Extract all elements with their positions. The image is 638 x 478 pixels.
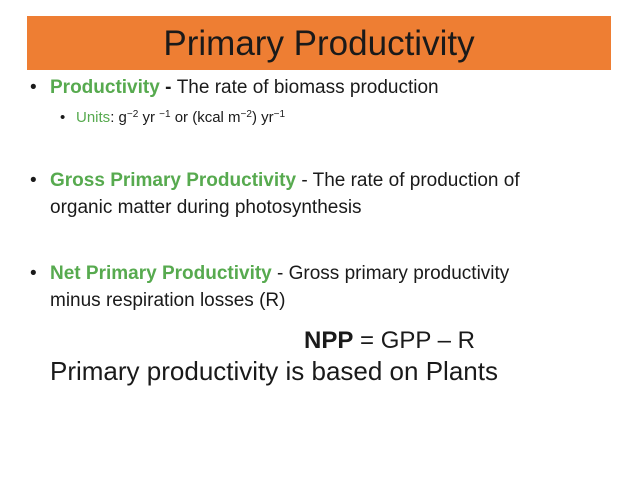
- units-yr2-exp: −1: [273, 109, 286, 120]
- units-g: g: [118, 109, 127, 126]
- bullet-dot-units: •: [60, 109, 66, 126]
- conclusion-text: Primary productivity is based on Plants: [50, 356, 498, 386]
- units-yr: yr: [138, 109, 160, 126]
- definition-productivity: The rate of biomass production: [176, 77, 439, 98]
- equation-rhs: = GPP – R: [353, 327, 475, 354]
- definition-npp-line2: minus respiration losses (R): [50, 290, 286, 311]
- term-productivity: Productivity: [50, 77, 160, 98]
- units-colon: :: [110, 109, 119, 126]
- units-close-yr: ) yr: [251, 109, 274, 126]
- units-label: Units: [76, 109, 111, 126]
- term-npp: Net Primary Productivity: [50, 263, 272, 284]
- bullet-units: Units: g−2 yr −1 or (kcal m−2) yr−1: [76, 109, 285, 126]
- units-g-exp: −2: [126, 109, 139, 120]
- bullet-npp-line1: Net Primary Productivity - Gross primary…: [50, 263, 509, 285]
- units-yr-exp: −1: [159, 109, 171, 120]
- term-gpp: Gross Primary Productivity: [50, 170, 297, 191]
- equation-lhs: NPP: [304, 327, 354, 354]
- title-bar: [27, 16, 611, 70]
- slide-title: Primary Productivity: [163, 24, 475, 63]
- units-or-kcal: or (kcal m: [170, 109, 241, 126]
- bullet-productivity: Productivity - The rate of biomass produ…: [50, 77, 439, 99]
- bullet-dot-productivity: •: [30, 77, 37, 98]
- npp-equation: NPP = GPP – R: [304, 327, 475, 355]
- separator: -: [159, 77, 177, 98]
- definition-gpp-line2: organic matter during photosynthesis: [50, 197, 362, 218]
- bullet-gpp-line1: Gross Primary Productivity - The rate of…: [50, 170, 520, 192]
- definition-npp-line1: - Gross primary productivity: [271, 263, 510, 284]
- bullet-dot-npp: •: [30, 263, 37, 284]
- bullet-dot-gpp: •: [30, 170, 37, 191]
- units-m-exp: −2: [240, 109, 252, 120]
- definition-gpp-line1: - The rate of production of: [296, 170, 520, 191]
